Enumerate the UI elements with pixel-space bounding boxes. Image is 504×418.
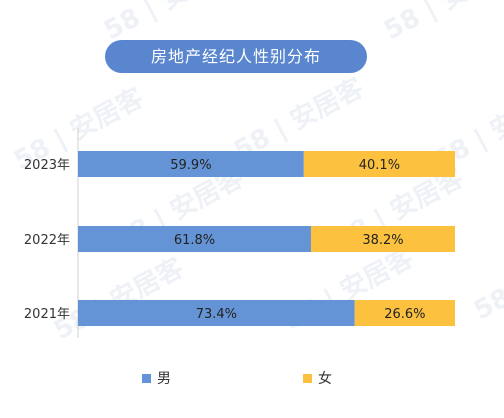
bar-female (303, 151, 455, 177)
data-label-female: 26.6% (384, 307, 425, 322)
bar-male (78, 151, 304, 177)
data-label-female: 40.1% (359, 158, 400, 173)
bar-male (78, 226, 311, 252)
legend-item-female: 女 (303, 368, 332, 388)
legend-swatch-male (142, 373, 151, 383)
legend-item-male: 男 (142, 368, 171, 388)
data-label-male: 61.8% (174, 233, 215, 248)
data-label-male: 73.4% (196, 307, 237, 322)
legend-label-female: 女 (318, 371, 332, 387)
bar-female (310, 226, 455, 252)
category-label: 2021年 (24, 307, 70, 322)
legend-label-male: 男 (157, 371, 171, 387)
data-label-male: 59.9% (170, 158, 211, 173)
bar-female (354, 300, 455, 326)
data-label-female: 38.2% (362, 233, 403, 248)
bar-male (78, 300, 355, 326)
category-label: 2023年 (24, 158, 70, 173)
category-label: 2022年 (24, 233, 70, 248)
chart-title: 房地产经纪人性别分布 (105, 40, 367, 73)
legend-swatch-female (303, 373, 312, 383)
